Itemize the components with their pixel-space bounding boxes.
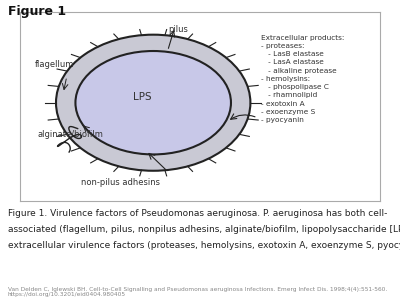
Text: pilus: pilus [168,25,188,34]
Text: flagellum: flagellum [34,60,74,69]
Text: extracellular virulence factors (proteases, hemolysins, exotoxin A, exoenzyme S,: extracellular virulence factors (proteas… [8,242,400,250]
Text: Extracellular products:
- proteases:
   - LasB elastase
   - LasA elastase
   - : Extracellular products: - proteases: - L… [261,35,344,123]
Text: LPS: LPS [133,92,152,102]
Text: non-pilus adhesins: non-pilus adhesins [81,178,160,187]
Text: Van Delden C, Iglewski BH. Cell-to-Cell Signalling and Pseudomonas aeruginosa In: Van Delden C, Iglewski BH. Cell-to-Cell … [8,286,387,297]
Text: alginate/biofilm: alginate/biofilm [38,130,104,139]
Text: Figure 1. Virulence factors of Pseudomonas aeruginosa. P. aeruginosa has both ce: Figure 1. Virulence factors of Pseudomon… [8,208,387,217]
Text: Figure 1: Figure 1 [8,4,66,17]
Ellipse shape [76,51,231,154]
Text: associated (flagellum, pilus, nonpilus adhesins, alginate/biofilm, lipopolysacch: associated (flagellum, pilus, nonpilus a… [8,225,400,234]
Ellipse shape [56,35,250,171]
